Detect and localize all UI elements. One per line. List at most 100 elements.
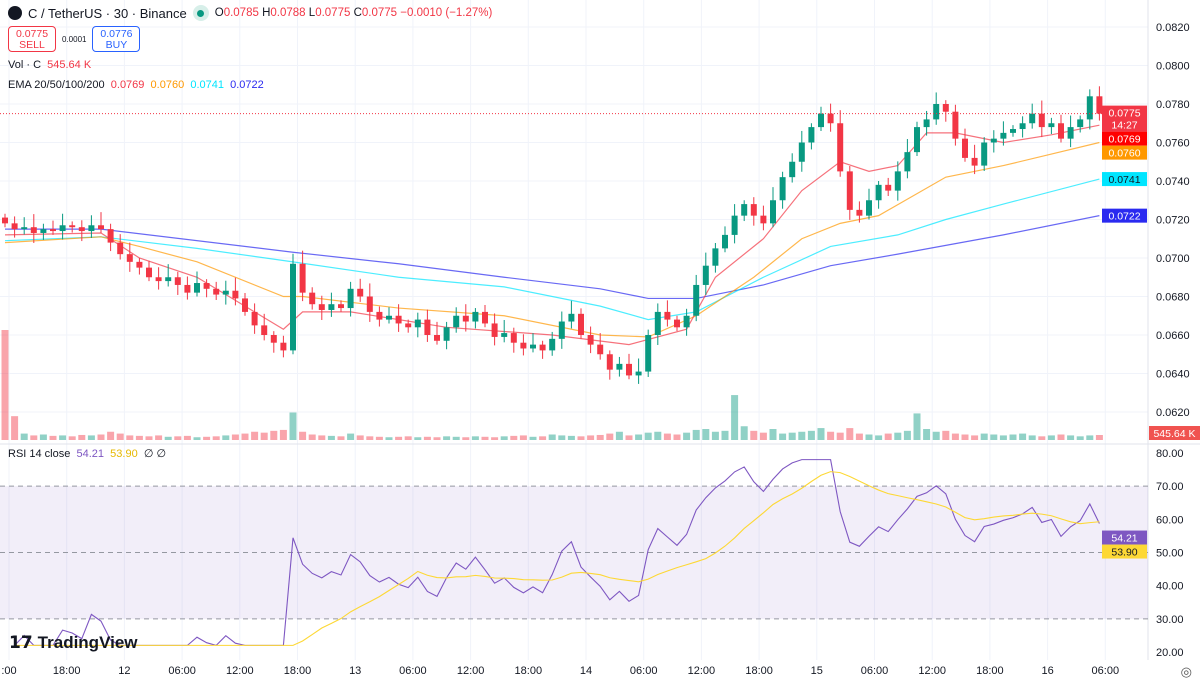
candle-body: [770, 200, 776, 224]
candle-body: [837, 123, 844, 172]
candle-body: [443, 327, 450, 341]
candle-body: [520, 342, 527, 349]
volume-bar: [299, 431, 307, 440]
candle-body: [174, 277, 181, 285]
sell-button[interactable]: 0.0775 SELL: [8, 26, 56, 52]
candle-body: [952, 111, 959, 139]
volume-bar: [145, 436, 153, 440]
rsi-legend[interactable]: RSI 14 close 54.21 53.90 ∅ ∅: [8, 448, 167, 460]
price-tick: 0.0720: [1156, 215, 1190, 227]
candle-body: [251, 311, 258, 326]
volume-bar: [894, 432, 902, 440]
volume-bar: [193, 437, 201, 440]
volume-legend[interactable]: Vol · C 545.64 K: [8, 59, 92, 71]
volume-bar: [923, 429, 931, 440]
volume-bar: [769, 429, 777, 440]
ema200-badge-text: 0.0722: [1108, 211, 1140, 223]
candle-body: [683, 315, 690, 328]
candle-body: [866, 200, 872, 216]
candle-body: [482, 311, 488, 324]
ema20-badge-text: 0.0769: [1108, 134, 1140, 146]
volume-bar: [836, 432, 844, 440]
time-tick: 12:00: [918, 665, 946, 677]
rsi-tick: 40.00: [1156, 581, 1184, 593]
volume-bar: [702, 429, 710, 440]
candle-body: [357, 288, 364, 297]
volume-bar: [395, 436, 403, 440]
volume-bar: [30, 435, 38, 440]
volume-bar: [20, 433, 28, 440]
candle-body: [894, 171, 901, 191]
volume-bar: [999, 435, 1007, 440]
candle-body: [232, 290, 239, 299]
volume-bar: [855, 433, 863, 440]
candle-body: [347, 288, 354, 309]
buy-button[interactable]: 0.0776 BUY: [92, 26, 141, 52]
candle-body: [702, 265, 709, 285]
price-tick: 0.0760: [1156, 138, 1190, 150]
candle-body: [242, 298, 248, 312]
candle-body: [270, 335, 277, 343]
candle-body: [789, 161, 796, 178]
volume-bar: [807, 430, 815, 440]
volume-bar: [510, 435, 518, 440]
eye-settings-icon[interactable]: ◎: [1180, 664, 1192, 679]
time-tick: :00: [1, 665, 16, 677]
tradingview-logo[interactable]: 𝟭𝟳 TradingView: [9, 633, 138, 652]
ema20-badge: 0.0769: [1102, 131, 1147, 146]
symbol-title[interactable]: C / TetherUS · 30 · Binance: [28, 5, 187, 21]
volume-bar: [241, 433, 249, 440]
candle-body: [136, 261, 143, 268]
volume-bar: [788, 432, 796, 440]
volume-bar: [1057, 434, 1065, 440]
candle-body: [299, 263, 306, 293]
candle-body: [88, 225, 95, 232]
candle-body: [942, 104, 949, 112]
volume-bar: [116, 433, 124, 440]
ema100-badge-text: 0.0741: [1108, 174, 1140, 186]
candle-body: [21, 227, 28, 230]
volume-bar: [366, 436, 374, 440]
candle-body: [126, 254, 133, 262]
ema50-badge-bg: [1102, 145, 1147, 160]
volume-bar: [97, 434, 105, 440]
time-tick: 12: [118, 665, 130, 677]
candle-body: [798, 142, 805, 162]
candle-body: [395, 315, 402, 324]
volume-bar: [347, 433, 355, 440]
time-tick: 12:00: [457, 665, 485, 677]
volume-bar: [577, 436, 585, 440]
candle-body: [741, 204, 748, 216]
candle-body: [107, 229, 114, 243]
volume-bar: [1038, 436, 1046, 440]
ema-legend[interactable]: EMA 20/50/100/200 0.0769 0.0760 0.0741 0…: [8, 79, 264, 91]
volume-bar: [155, 435, 163, 440]
volume-bar: [1095, 434, 1103, 440]
volume-bar: [846, 428, 854, 440]
volume-bar: [875, 435, 883, 440]
time-tick: 18:00: [284, 665, 312, 677]
volume-bar: [270, 430, 278, 440]
candle-body: [366, 296, 373, 312]
time-tick: 18:00: [515, 665, 543, 677]
price-tick: 0.0640: [1156, 369, 1190, 381]
ema50-line: [4, 141, 1100, 338]
candle-body: [338, 304, 344, 309]
volume-bar: [404, 436, 412, 440]
ema200-badge-bg: [1102, 208, 1147, 223]
candle-body: [213, 288, 220, 295]
candle-body: [1019, 123, 1026, 130]
candle-body: [597, 344, 604, 355]
volume-bar: [433, 437, 441, 440]
volume-bar: [107, 431, 115, 440]
volume-bar: [1086, 435, 1094, 440]
ema200-badge: 0.0722: [1102, 208, 1147, 223]
candle-body: [530, 344, 536, 349]
volume-bar: [884, 433, 892, 440]
volume-bar: [673, 434, 681, 440]
volume-bar: [971, 435, 979, 440]
candle-body: [549, 338, 556, 351]
last-price-badge-text: 14:27: [1111, 120, 1137, 132]
candle-body: [693, 284, 700, 316]
